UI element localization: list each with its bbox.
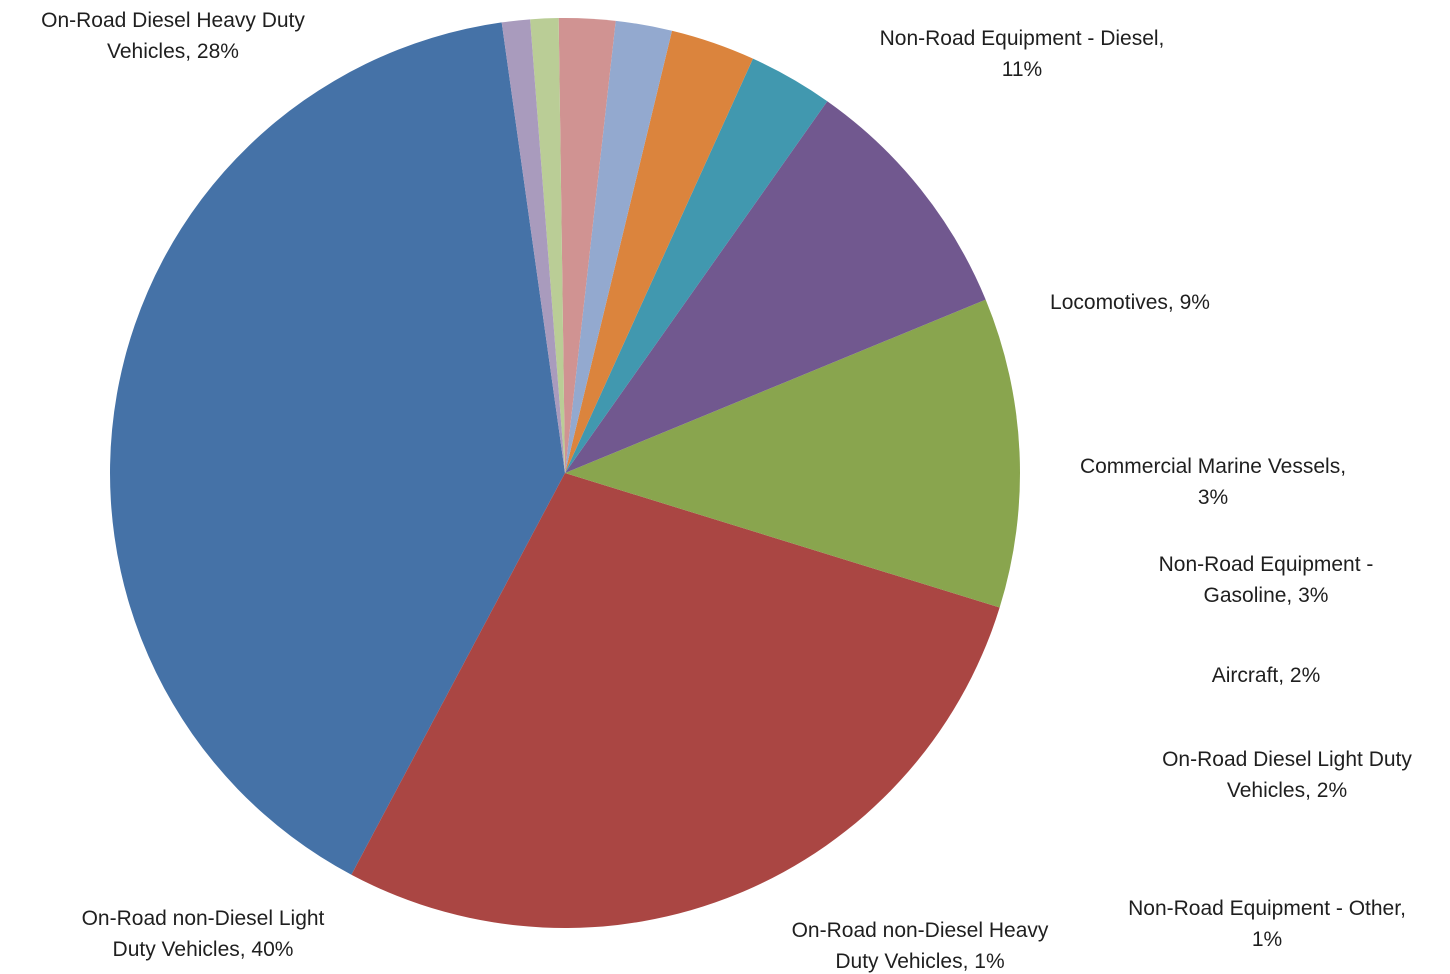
slice-label-line: Duty Vehicles, 1%	[835, 950, 1004, 973]
slice-label: Aircraft, 2%	[1212, 664, 1321, 687]
slice-label-line: 3%	[1198, 486, 1228, 509]
pie-slice-non-road-equipment-diesel	[565, 299, 1021, 608]
pie-slice-commercial-marine-vessels	[565, 58, 828, 473]
pie-slices	[110, 17, 1021, 928]
slice-label-line: Non-Road Equipment -	[1159, 553, 1374, 576]
pie-slice-aircraft	[565, 20, 672, 474]
pie-slice-on-road-diesel-heavy-duty-vehicles	[351, 473, 1000, 928]
slice-label: Non-Road Equipment - Other, 1%	[1128, 897, 1406, 951]
slice-label-line: Vehicles, 28%	[107, 40, 239, 63]
pie-labels: On-Road non-Diesel Light Duty Vehicles, 4…	[41, 9, 1412, 973]
slice-label: On-Road non-Diesel Heavy Duty Vehicles, 1…	[792, 919, 1049, 973]
slice-label-line: 1%	[1252, 928, 1282, 951]
pie-slice-on-road-non-diesel-heavy-duty-vehicles	[501, 19, 565, 474]
slice-label-line: 11%	[1002, 58, 1042, 81]
slice-label-line: On-Road non-Diesel Heavy	[792, 919, 1049, 942]
slice-label: On-Road non-Diesel Light Duty Vehicles, 4…	[82, 907, 325, 961]
slice-label-line: Locomotives, 9%	[1050, 291, 1210, 314]
slice-label-line: Aircraft, 2%	[1212, 664, 1321, 687]
slice-label-line: Vehicles, 2%	[1227, 779, 1347, 802]
pie-slice-on-road-diesel-light-duty-vehicles	[558, 17, 616, 473]
pie-slice-locomotives	[565, 101, 986, 473]
slice-label-line: On-Road Diesel Light Duty	[1162, 748, 1412, 771]
slice-label: Commercial Marine Vessels, 3%	[1080, 455, 1346, 509]
pie-slice-on-road-non-diesel-light-duty-vehicles	[110, 22, 565, 875]
slice-label-line: Duty Vehicles, 40%	[113, 938, 294, 961]
slice-label: On-Road Diesel Heavy Duty Vehicles, 28%	[41, 9, 305, 63]
pie-slice-non-road-equipment-gasoline	[565, 30, 753, 473]
slice-label-line: On-Road Diesel Heavy Duty	[41, 9, 305, 32]
slice-label-line: Non-Road Equipment - Diesel,	[880, 27, 1165, 50]
slice-label-line: On-Road non-Diesel Light	[82, 907, 325, 930]
slice-label-line: Commercial Marine Vessels,	[1080, 455, 1346, 478]
slice-label: On-Road Diesel Light Duty Vehicles, 2%	[1162, 748, 1412, 802]
slice-label: Non-Road Equipment - Gasoline, 3%	[1159, 553, 1374, 607]
slice-label: Locomotives, 9%	[1050, 291, 1210, 314]
slice-label-line: Gasoline, 3%	[1204, 584, 1329, 607]
slice-label-line: Non-Road Equipment - Other,	[1128, 897, 1406, 920]
pie-slice-non-road-equipment-other	[530, 18, 565, 473]
slice-label: Non-Road Equipment - Diesel, 11%	[880, 27, 1165, 81]
